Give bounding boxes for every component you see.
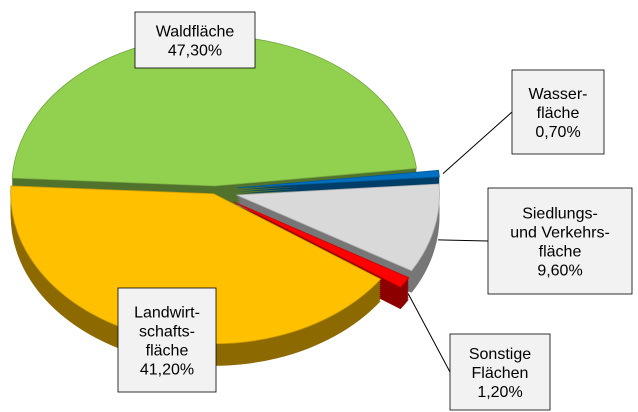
leader-line [442,111,513,175]
category-label: Landwirt-schafts-fläche [134,305,200,360]
slice [233,201,410,288]
category-label: Siedlungs-und Verkehrs-fläche [510,206,610,261]
label-box [487,187,633,295]
category-label: Sonstige Flächen [469,346,531,382]
label-box [511,69,605,155]
label-box [117,287,217,393]
slice [236,183,440,272]
label-box [449,333,551,411]
category-label: Waldfläche [156,24,235,41]
value-label: 1,20% [477,384,522,401]
value-label: 0,70% [535,124,580,141]
value-label: 47,30% [168,43,222,60]
leader-line [438,239,489,242]
category-label: Wasser-fläche [529,86,588,122]
leader-line [407,293,451,373]
slice [236,169,440,189]
value-label: 41,20% [140,362,194,379]
value-label: 9,60% [537,263,582,280]
label-box [134,11,256,69]
